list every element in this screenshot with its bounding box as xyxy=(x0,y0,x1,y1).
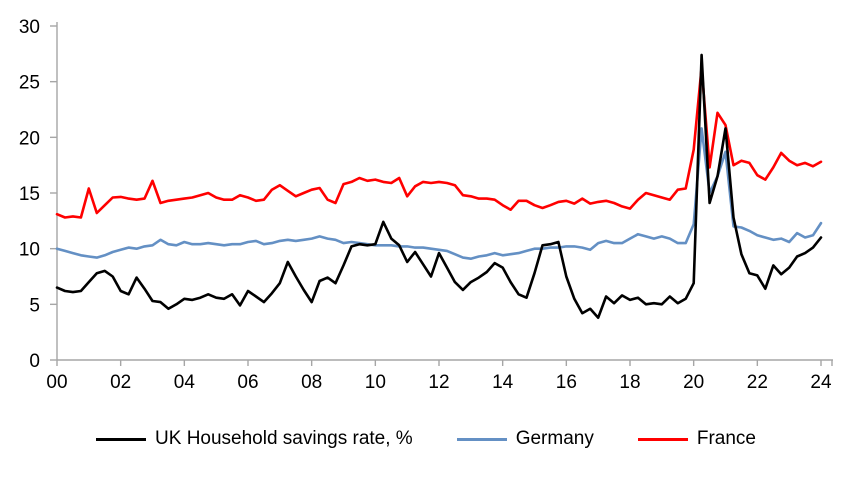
x-tick-label: 08 xyxy=(301,372,322,393)
legend-item-france: France xyxy=(637,428,756,450)
x-tick-label: 16 xyxy=(556,372,577,393)
y-tick-label: 10 xyxy=(19,240,40,261)
chart-legend: UK Household savings rate, % Germany Fra… xyxy=(0,428,852,450)
legend-label-uk: UK Household savings rate, % xyxy=(155,428,413,449)
legend-line-sample-uk xyxy=(96,437,147,441)
y-tick-label: 5 xyxy=(29,295,40,316)
y-tick-label: 20 xyxy=(19,128,40,149)
y-tick-label: 25 xyxy=(19,73,40,94)
y-tick-label: 0 xyxy=(29,351,40,372)
x-tick-label: 22 xyxy=(747,372,768,393)
series-line-france xyxy=(55,65,823,219)
legend-line-sample-germany xyxy=(456,437,507,441)
y-tick-label: 30 xyxy=(19,17,40,38)
x-tick-label: 24 xyxy=(810,372,832,393)
series-line-uk xyxy=(55,53,823,320)
legend-label-germany: Germany xyxy=(515,428,594,449)
x-tick-label: 20 xyxy=(683,372,704,393)
x-tick-label: 06 xyxy=(237,372,258,393)
x-tick-label: 10 xyxy=(365,372,386,393)
y-tick-label: 15 xyxy=(19,184,40,205)
x-tick-label: 12 xyxy=(428,372,449,393)
x-tick-label: 14 xyxy=(492,372,514,393)
x-tick-label: 02 xyxy=(110,372,131,393)
series-line-germany xyxy=(55,127,823,261)
legend-item-uk: UK Household savings rate, % xyxy=(96,428,413,450)
x-tick-label: 00 xyxy=(46,372,67,393)
x-tick-label: 04 xyxy=(174,372,196,393)
legend-line-sample-france xyxy=(637,437,688,441)
legend-label-france: France xyxy=(696,428,756,449)
x-tick-label: 18 xyxy=(619,372,640,393)
legend-item-germany: Germany xyxy=(456,428,594,450)
